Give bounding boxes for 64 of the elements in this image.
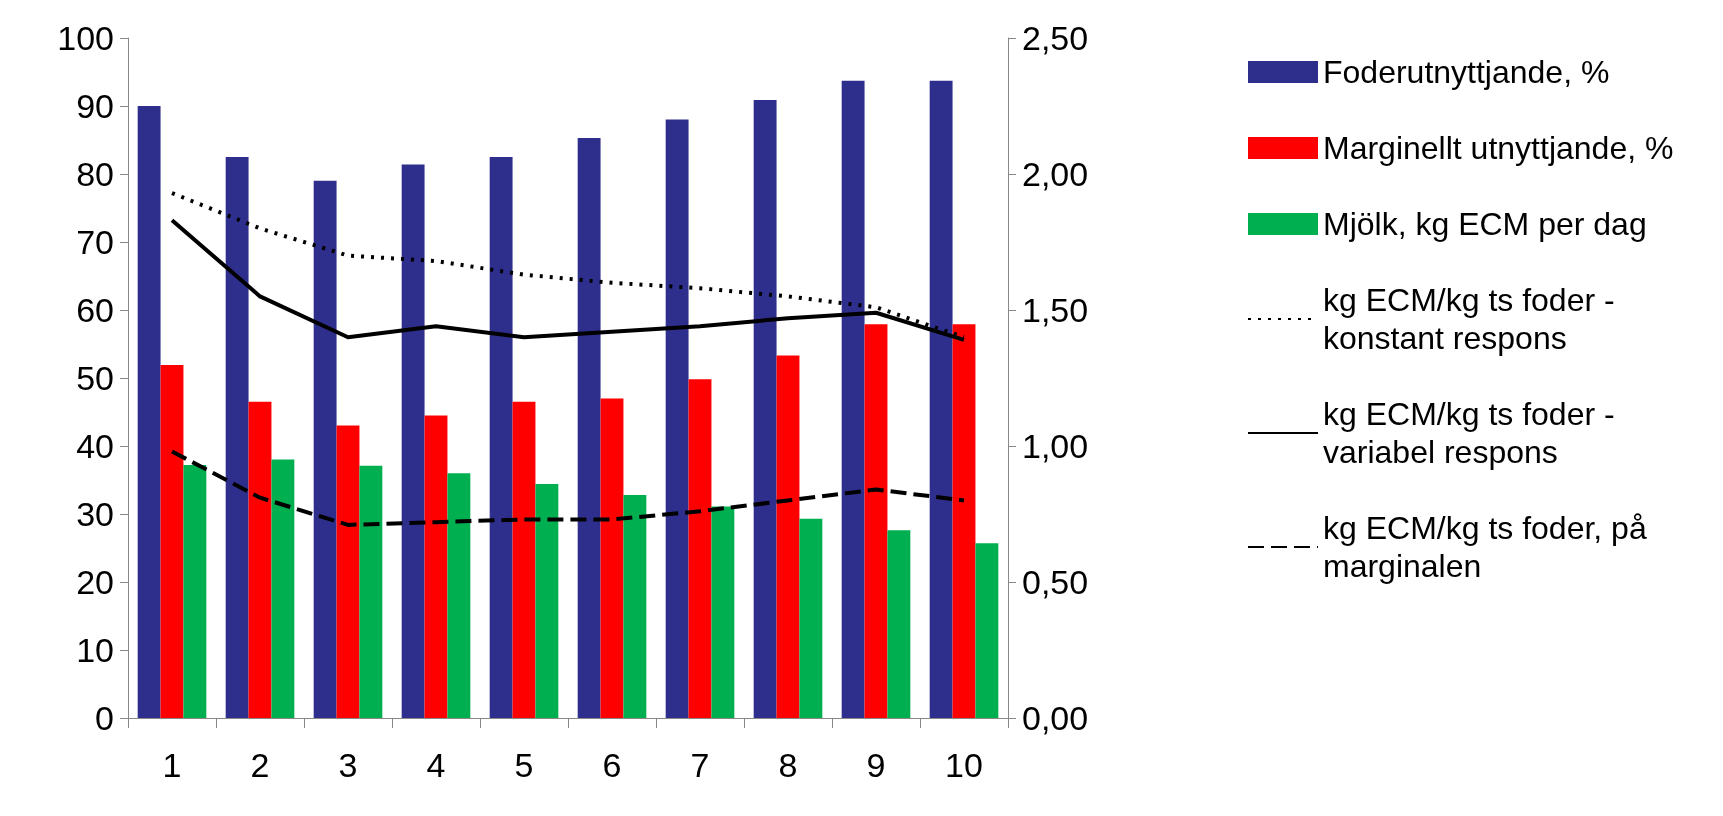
y-tick-label: 90 — [76, 87, 114, 125]
y-tick-label: 30 — [76, 495, 114, 533]
y2-tick-label: 2,50 — [1022, 19, 1089, 57]
y2-tick-label: 1,50 — [1022, 291, 1089, 329]
y-tick-label: 40 — [76, 427, 114, 465]
y-tick-label: 10 — [76, 631, 114, 669]
bar — [864, 324, 888, 718]
bar — [313, 180, 337, 718]
bar — [359, 465, 383, 718]
bar — [160, 365, 184, 718]
bar — [336, 425, 360, 718]
bar — [841, 80, 865, 718]
legend-label: Foderutnyttjande, % — [1323, 54, 1610, 90]
legend-label: kg ECM/kg ts foder, på marginalen — [1323, 510, 1656, 584]
y2-tick-label: 0,00 — [1022, 699, 1089, 737]
bar — [753, 99, 777, 718]
bar — [225, 157, 249, 718]
y-tick-label: 60 — [76, 291, 114, 329]
bar — [600, 398, 624, 718]
y2-tick-label: 1,00 — [1022, 427, 1089, 465]
bar — [183, 465, 207, 718]
bar — [577, 137, 601, 718]
x-tick-label: 1 — [162, 746, 182, 784]
y-tick-label: 0 — [95, 699, 114, 737]
y-tick-label: 100 — [57, 19, 114, 57]
bar — [137, 106, 161, 718]
y2-tick-label: 0,50 — [1022, 563, 1089, 601]
y-tick-label: 80 — [76, 155, 114, 193]
y-tick-label: 70 — [76, 223, 114, 261]
x-tick-label: 9 — [866, 746, 886, 784]
bar — [688, 379, 712, 718]
bar — [623, 494, 647, 718]
y-tick-label: 20 — [76, 563, 114, 601]
bar — [535, 484, 559, 718]
x-tick-label: 5 — [514, 746, 534, 784]
y-tick-label: 50 — [76, 359, 114, 397]
x-tick-label: 10 — [945, 746, 983, 784]
bar — [271, 459, 295, 718]
x-tick-label: 6 — [602, 746, 622, 784]
legend-label: kg ECM/kg ts foder - variabel respons — [1323, 396, 1624, 470]
legend-label: Mjölk, kg ECM per dag — [1323, 206, 1647, 242]
bar — [929, 80, 953, 718]
bar — [401, 164, 425, 718]
bar — [512, 401, 536, 718]
bar — [424, 415, 448, 718]
y2-tick-label: 2,00 — [1022, 155, 1089, 193]
x-tick-label: 8 — [778, 746, 798, 784]
bar — [711, 506, 735, 718]
bar — [489, 157, 513, 718]
x-tick-label: 4 — [426, 746, 446, 784]
bar — [665, 119, 689, 718]
bar — [887, 530, 911, 718]
bar — [952, 324, 976, 718]
legend-label: kg ECM/kg ts foder - konstant respons — [1323, 282, 1624, 356]
line-series — [170, 449, 966, 527]
bar — [248, 401, 272, 718]
x-tick-label: 3 — [338, 746, 358, 784]
legend-label: Marginellt utnyttjande, % — [1323, 130, 1674, 166]
bar — [975, 543, 999, 718]
x-tick-label: 7 — [690, 746, 710, 784]
bar — [776, 355, 800, 718]
bar — [799, 518, 823, 718]
x-tick-label: 2 — [250, 746, 270, 784]
bar — [447, 473, 471, 718]
